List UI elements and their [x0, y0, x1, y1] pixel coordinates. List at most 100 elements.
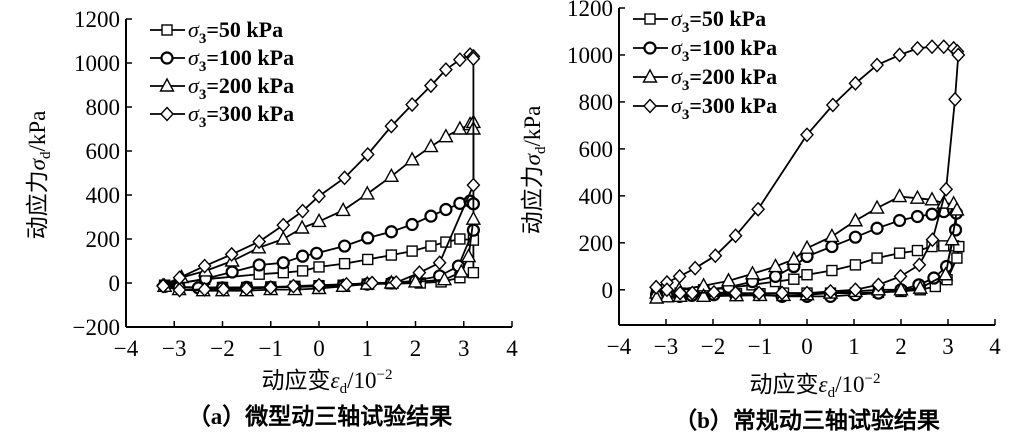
legend-value: =300 kPa — [689, 93, 777, 118]
legend-subscript: 3 — [199, 31, 207, 47]
data-point — [467, 266, 480, 279]
data-point — [893, 268, 908, 284]
data-point — [825, 239, 839, 254]
data-point — [720, 272, 737, 287]
data-point — [910, 209, 925, 224]
x-label-unit: /10 — [835, 372, 864, 397]
legend-item: σ3=50 kPa — [633, 6, 766, 36]
data-point — [452, 52, 467, 68]
data-point — [911, 244, 924, 257]
data-point — [847, 212, 864, 227]
y-tick-label: −200 — [73, 315, 120, 340]
data-point — [871, 252, 883, 264]
x-tick-label: 1 — [848, 334, 860, 359]
y-tick-label: 1000 — [567, 43, 613, 68]
data-point — [224, 246, 239, 262]
legend-marker — [161, 24, 173, 36]
legend-marker — [643, 98, 657, 114]
legend-label: σ3=300 kPa — [188, 101, 294, 131]
x-tick-label: 1 — [362, 336, 374, 361]
legend-label: σ3=200 kPa — [671, 64, 777, 94]
chart-caption: （b）常规动三轴试验结果 — [674, 407, 940, 433]
data-point — [335, 201, 351, 217]
data-point — [823, 283, 838, 299]
data-point — [295, 249, 310, 263]
legend-value: =200 kPa — [206, 73, 294, 98]
x-tick-label: −2 — [210, 336, 234, 361]
data-point — [338, 257, 351, 270]
data-point — [695, 287, 712, 303]
x-label-text: 动应变 — [262, 368, 331, 393]
data-point — [951, 47, 966, 63]
data-point — [406, 245, 418, 257]
y-tick-label: 600 — [579, 137, 614, 162]
data-point — [276, 217, 291, 233]
y-tick-label: 800 — [86, 95, 121, 120]
legend-label: σ3=50 kPa — [188, 17, 283, 47]
legend-subscript: 3 — [199, 115, 207, 131]
data-point — [407, 273, 424, 288]
data-point — [454, 233, 466, 245]
data-point — [949, 201, 965, 216]
data-point — [295, 203, 310, 219]
data-point — [825, 97, 840, 113]
data-point — [869, 199, 885, 214]
data-point — [775, 285, 790, 301]
data-point — [953, 240, 965, 253]
data-point — [425, 240, 437, 252]
data-point — [826, 264, 838, 277]
legend-value: =50 kPa — [689, 6, 766, 31]
legend-value: =200 kPa — [689, 64, 777, 89]
x-tick-label: −1 — [259, 336, 283, 361]
legend-value: =100 kPa — [206, 45, 294, 70]
legend-subscript: 3 — [682, 49, 690, 65]
data-point — [799, 239, 815, 254]
x-axis-label: 动应变εd/10−2 — [750, 371, 881, 401]
data-point — [404, 151, 420, 166]
x-tick-label: 4 — [506, 336, 518, 361]
data-point — [708, 248, 723, 264]
data-point — [871, 277, 886, 293]
legend-item: σ3=300 kPa — [633, 93, 777, 123]
legend-symbol: σ — [671, 6, 683, 31]
data-point — [362, 253, 374, 266]
data-point — [384, 225, 398, 239]
data-point — [466, 51, 481, 67]
x-label-subscript: d — [828, 385, 836, 401]
data-point — [453, 263, 470, 278]
data-point — [389, 275, 404, 291]
data-point — [673, 285, 688, 301]
data-point — [452, 120, 468, 135]
data-point — [936, 39, 951, 55]
y-label-text: 动应力 — [520, 165, 545, 234]
y-tick-label: 0 — [109, 271, 121, 296]
data-point — [460, 248, 477, 263]
x-tick-label: 4 — [989, 334, 1001, 359]
legend-marker — [644, 13, 656, 25]
legend-subscript: 3 — [199, 59, 207, 75]
y-tick-label: 200 — [579, 231, 614, 256]
data-point — [936, 194, 952, 209]
data-point — [361, 231, 375, 245]
data-point — [768, 269, 783, 283]
data-point — [197, 258, 212, 274]
data-point — [466, 177, 481, 193]
x-tick-label: 3 — [942, 334, 954, 359]
y-tick-label: 1200 — [567, 0, 613, 21]
x-label-superscript: −2 — [377, 367, 393, 383]
data-point — [424, 209, 438, 223]
data-point — [359, 185, 375, 200]
legend-subscript: 3 — [199, 87, 207, 103]
data-point — [432, 255, 447, 271]
legend-item: σ3=50 kPa — [150, 17, 283, 47]
x-tick-label: −4 — [607, 334, 632, 359]
legend-label: σ3=100 kPa — [188, 45, 294, 75]
data-point — [751, 201, 766, 217]
x-tick-label: −3 — [162, 336, 186, 361]
data-point — [728, 285, 743, 301]
data-point — [216, 281, 231, 297]
legend-subscript: 3 — [682, 78, 690, 94]
y-label-subscript: d — [38, 151, 54, 159]
y-label-text: 动应力 — [25, 170, 50, 239]
y-axis-label: 动应力σd/kPa — [520, 106, 549, 235]
